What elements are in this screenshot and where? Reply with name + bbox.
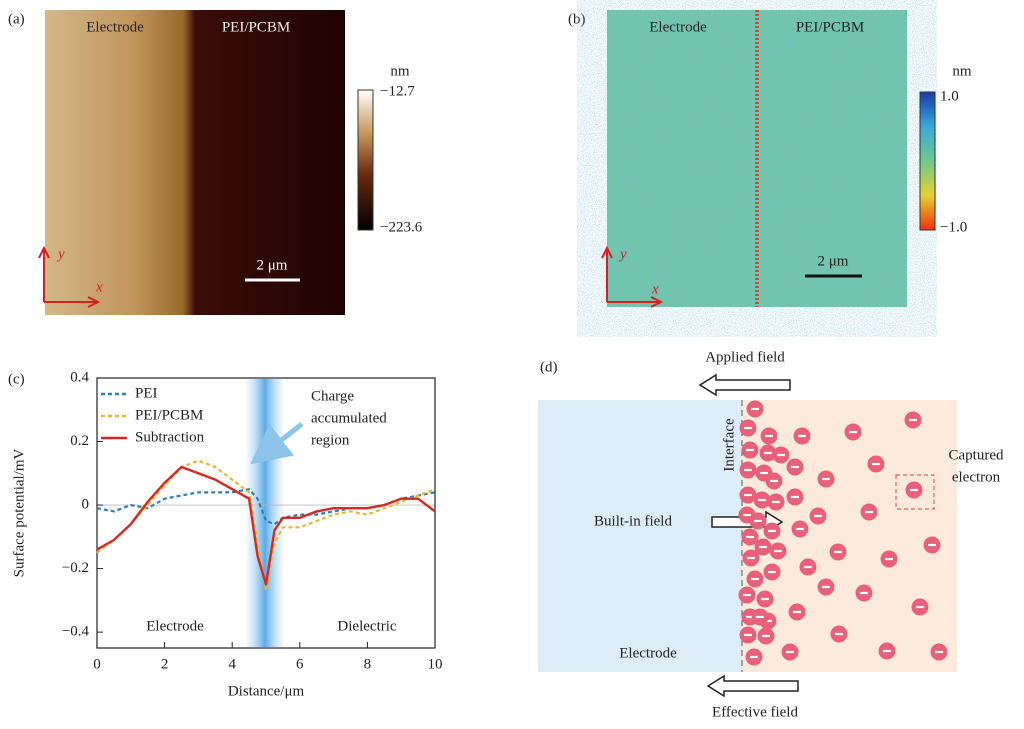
axis-arrowheads (601, 245, 664, 308)
y-axis-label: Surface potential/mV (11, 448, 27, 577)
axis-arrows (606, 250, 659, 303)
legend-label: PEI/PCBM (135, 407, 203, 423)
axis-arrowheads (38, 245, 101, 308)
y-tick-label: −0.4 (62, 624, 90, 640)
field-label: Effective field (712, 704, 798, 720)
panel-b: (b) Electrode PEI/PCBM 2 μm y x nm 1.0 −… (568, 10, 972, 308)
panel-d: (d) Applied field Interface Built-in fie… (538, 349, 1004, 720)
series-line (96, 465, 436, 586)
x-tick-label: 10 (428, 656, 443, 672)
field-arrow (706, 674, 799, 698)
region-label: Electrode (146, 618, 204, 634)
annotation: region (311, 432, 350, 448)
colorbar (919, 91, 936, 231)
field-arrow (698, 373, 791, 397)
scale-label: 2 μm (257, 257, 288, 273)
plot-frame (96, 377, 436, 649)
colorbar-label: −223.6 (380, 219, 423, 235)
colorbar-label: 1.0 (940, 88, 959, 104)
panel-c: (c) 0 2 4 6 8 10 −0.4 −0.2 0 0.2 0.4 Distance/μm Surf… (8, 369, 443, 699)
axis-name: x (95, 279, 103, 295)
axis-arrows (43, 250, 96, 303)
series-line (96, 459, 436, 592)
scale-label: 2 μm (818, 253, 849, 269)
y-tick-label: 0.4 (70, 369, 89, 385)
capture-label: Captured (949, 447, 1004, 463)
legend-label: Subtraction (135, 429, 205, 445)
x-tick-label: 8 (364, 656, 372, 672)
colorbar-unit: nm (390, 63, 410, 79)
axis-name: y (618, 246, 627, 262)
panel-label: (a) (8, 11, 25, 27)
axis-name: y (56, 246, 65, 262)
panel-a: (a) Electrode PEI/PCBM 2 μm y x nm −12.7… (8, 10, 423, 315)
annotation: Charge (311, 388, 354, 404)
x-tick-label: 6 (296, 656, 304, 672)
x-tick-label: 0 (93, 656, 101, 672)
field-label: Applied field (705, 349, 785, 365)
x-tick-label: 2 (161, 656, 169, 672)
colorbar (357, 89, 374, 231)
interface-label: Interface (721, 418, 737, 472)
height-map (45, 10, 345, 315)
electrode-region (538, 400, 742, 672)
y-tick-label: 0.2 (70, 433, 89, 449)
annotation: accumulated (311, 410, 387, 426)
region-label: Dielectric (337, 618, 396, 634)
colorbar-label: −1.0 (940, 219, 967, 235)
x-axis-label: Distance/μm (228, 683, 305, 699)
region-label: PEI/PCBM (796, 19, 864, 35)
legend-label: PEI (135, 385, 158, 401)
colorbar-unit: nm (952, 63, 972, 79)
region-label: Electrode (649, 19, 707, 35)
y-tick-label: −0.2 (62, 560, 89, 576)
panel-label: (c) (8, 371, 25, 387)
region-label: Electrode (619, 645, 677, 661)
capture-label: electron (952, 469, 1001, 485)
region-label: PEI/PCBM (222, 19, 290, 35)
colorbar-label: −12.7 (380, 83, 415, 99)
capture-box (895, 474, 935, 510)
panel-label: (d) (540, 359, 558, 375)
x-tick-label: 4 (228, 656, 236, 672)
field-label: Built-in field (594, 513, 672, 529)
annotation-arrow (250, 422, 304, 465)
region-label: Electrode (86, 19, 144, 35)
y-tick-label: 0 (82, 496, 90, 512)
axis-name: x (651, 281, 659, 297)
panel-label: (b) (568, 11, 586, 27)
